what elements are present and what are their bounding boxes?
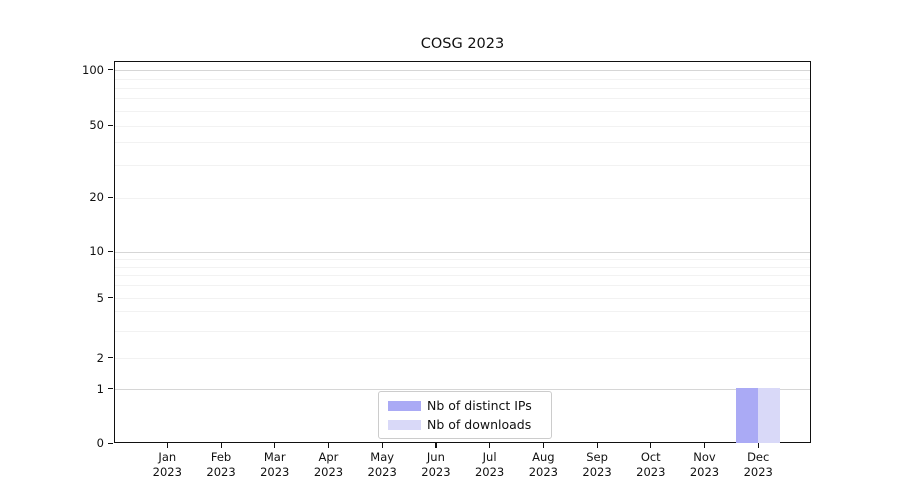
gridline-y-7 — [115, 275, 810, 276]
gridline-y-4 — [115, 311, 810, 312]
x-tick-label: Aug 2023 — [528, 450, 558, 479]
x-tick-mark — [327, 443, 330, 448]
x-tick-label: Nov 2023 — [689, 450, 720, 479]
legend-swatch-downloads — [388, 419, 421, 431]
x-tick-label: Sep 2023 — [582, 450, 612, 479]
x-tick-mark — [542, 443, 545, 448]
x-tick-mark — [381, 443, 383, 448]
x-tick-mark — [704, 443, 706, 448]
x-tick-mark — [489, 443, 491, 448]
bar-dec-series-1 — [758, 388, 781, 443]
y-tick-mark — [108, 442, 113, 444]
gridline-y-70 — [115, 98, 810, 99]
gridline-y-2 — [115, 358, 810, 359]
y-tick-mark — [108, 297, 113, 299]
gridline-y-60 — [115, 110, 810, 112]
gridline-y-3 — [115, 330, 810, 332]
y-tick-mark — [108, 357, 113, 359]
y-tick-label: 10 — [89, 244, 104, 258]
chart-title: COSG 2023 — [420, 36, 505, 52]
y-tick-label: 5 — [96, 290, 104, 305]
y-tick-mark — [108, 388, 113, 390]
legend-row: Nb of downloads — [388, 418, 543, 432]
y-tick-mark — [108, 250, 113, 252]
x-tick-mark — [650, 443, 652, 448]
legend: Nb of distinct IPs Nb of downloads — [378, 391, 552, 439]
x-tick-mark — [757, 443, 759, 448]
y-tick-label: 1 — [96, 381, 104, 396]
legend-swatch-distinct-ips — [388, 400, 421, 412]
gridline-y-8 — [115, 266, 810, 268]
x-tick-label: Jun 2023 — [421, 450, 451, 479]
y-tick-mark — [108, 124, 113, 126]
y-tick-label: 0 — [96, 436, 104, 450]
gridline-y-80 — [115, 88, 810, 89]
x-tick-mark — [435, 443, 437, 448]
y-tick-label: 100 — [82, 62, 104, 77]
plot-area — [114, 61, 811, 443]
gridline-y-40 — [115, 142, 810, 143]
y-tick-label: 50 — [89, 118, 104, 132]
x-tick-label: Jan 2023 — [152, 450, 182, 479]
legend-label-downloads: Nb of downloads — [427, 417, 532, 432]
x-tick-mark — [274, 443, 276, 448]
x-tick-mark — [596, 443, 598, 448]
x-tick-label: Jul 2023 — [474, 450, 505, 479]
x-tick-label: Dec 2023 — [743, 450, 773, 479]
gridline-y-50 — [115, 125, 810, 127]
x-tick-label: Feb 2023 — [206, 450, 236, 479]
gridline-y-9 — [115, 259, 810, 260]
y-tick-label: 2 — [96, 350, 104, 365]
y-tick-label: 20 — [89, 190, 104, 204]
x-tick-mark — [220, 443, 222, 448]
gridline-y-30 — [115, 164, 810, 166]
gridline-y-1 — [115, 389, 810, 390]
y-tick-mark — [108, 196, 113, 198]
x-tick-label: Apr 2023 — [313, 450, 344, 479]
x-tick-mark — [166, 443, 168, 448]
bar-dec-series-0 — [736, 388, 759, 443]
gridline-y-90 — [115, 79, 810, 80]
x-tick-label: Mar 2023 — [260, 450, 290, 479]
gridline-y-100 — [115, 70, 810, 71]
gridline-y-6 — [115, 285, 810, 286]
gridline-y-5 — [115, 298, 810, 299]
legend-row: Nb of distinct IPs — [388, 399, 543, 413]
legend-label-distinct-ips: Nb of distinct IPs — [427, 398, 532, 413]
gridline-y-20 — [115, 197, 810, 199]
gridline-y-10 — [115, 251, 810, 253]
x-tick-label: Oct 2023 — [636, 450, 666, 479]
x-tick-label: May 2023 — [367, 450, 397, 479]
y-tick-mark — [108, 69, 113, 71]
